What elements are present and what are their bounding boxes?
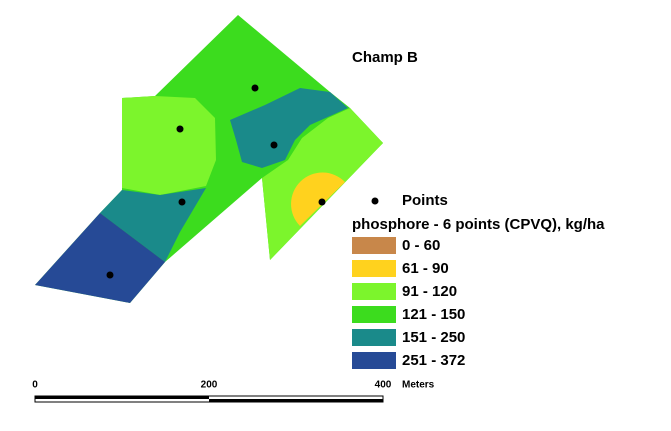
- legend-title: phosphore - 6 points (CPVQ), kg/ha: [352, 216, 605, 233]
- legend-swatch: [352, 329, 396, 346]
- legend-point-symbol: [371, 197, 379, 205]
- zone-151-250: [230, 88, 348, 168]
- legend-swatch: [352, 237, 396, 254]
- legend-label: 91 - 120: [402, 283, 457, 300]
- point: [176, 125, 184, 133]
- point: [270, 141, 278, 149]
- legend-points-label: Points: [402, 192, 448, 209]
- legend-swatch: [352, 260, 396, 277]
- legend-label: 121 - 150: [402, 306, 465, 323]
- legend-label: 0 - 60: [402, 237, 440, 254]
- scale-bar-segment: [35, 396, 209, 399]
- point: [318, 198, 326, 206]
- legend-swatch: [352, 283, 396, 300]
- zone-151-250: [100, 188, 206, 262]
- point: [178, 198, 186, 206]
- scale-labels: 0 200 400: [32, 380, 392, 391]
- zone-251-372: [35, 213, 165, 303]
- sample-points: [106, 84, 326, 279]
- point: [251, 84, 259, 92]
- legend-label: 251 - 372: [402, 352, 465, 369]
- zone-91-120: [122, 96, 216, 195]
- scale-unit: Meters: [402, 380, 435, 391]
- zone-61-90: [291, 172, 345, 226]
- legend-swatch: [352, 306, 396, 323]
- scale-tick-label: 0: [32, 380, 38, 391]
- legend-label: 61 - 90: [402, 260, 449, 277]
- map-title: Champ B: [352, 49, 418, 66]
- scale-tick-label: 200: [201, 380, 218, 391]
- point: [106, 271, 114, 279]
- legend-swatch: [352, 352, 396, 369]
- scale-bar-segment: [209, 399, 383, 402]
- field: [35, 15, 383, 303]
- scale-bar: [34, 395, 384, 403]
- scale-tick-label: 400: [375, 380, 392, 391]
- legend-label: 151 - 250: [402, 329, 465, 346]
- legend: 0 - 60 61 - 90 91 - 120 121 - 150 151 - 250 2…: [352, 237, 465, 369]
